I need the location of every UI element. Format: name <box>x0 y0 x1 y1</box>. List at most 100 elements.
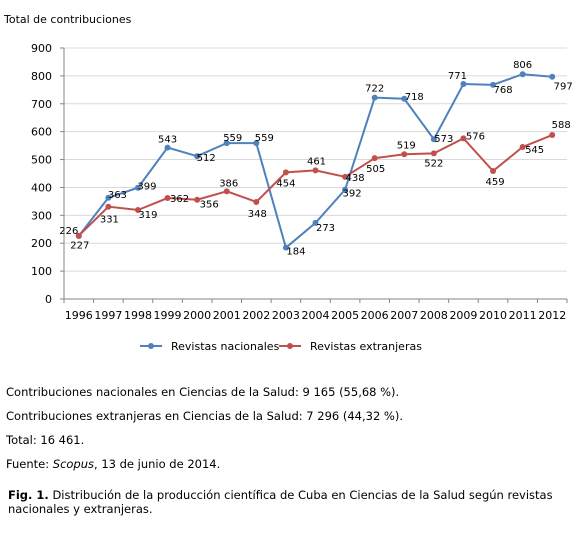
data-label: 522 <box>424 158 443 169</box>
note-source: Fuente: Scopus, 13 de junio de 2014. <box>6 452 403 476</box>
x-tick-label: 2009 <box>449 309 477 322</box>
y-axis-ticks: 0 100 200 300 400 500 600 700 800 900 <box>31 42 65 306</box>
x-tick-label: 2005 <box>331 309 359 322</box>
x-tick-label: 2000 <box>183 309 211 322</box>
data-point <box>342 186 349 193</box>
data-point <box>134 207 141 214</box>
data-label: 722 <box>365 84 384 95</box>
x-tick-label: 2012 <box>538 309 566 322</box>
data-point <box>223 140 230 147</box>
y-tick-label: 800 <box>31 70 52 83</box>
y-tick-label: 400 <box>31 181 52 194</box>
data-point <box>549 73 556 80</box>
data-label: 576 <box>466 131 485 142</box>
figure-caption-text: Distribución de la producción científica… <box>8 488 553 516</box>
y-tick-label: 300 <box>31 209 52 222</box>
data-point <box>312 219 319 226</box>
x-tick-label: 1996 <box>65 309 93 322</box>
data-point <box>460 80 467 87</box>
line-chart: Total de contribuciones 0 100 200 300 400 500… <box>3 13 573 353</box>
y-tick-label: 500 <box>31 154 52 167</box>
data-label: 768 <box>493 85 512 96</box>
x-tick-label: 2004 <box>302 309 330 322</box>
data-label: 543 <box>158 135 177 146</box>
data-label: 806 <box>513 60 532 71</box>
data-point <box>371 94 378 101</box>
data-label: 545 <box>525 145 544 156</box>
data-label: 454 <box>276 178 295 189</box>
data-label: 226 <box>59 226 78 237</box>
data-point <box>549 132 556 139</box>
data-label: 459 <box>485 177 504 188</box>
data-point <box>164 195 171 202</box>
data-point <box>401 151 408 158</box>
data-point <box>401 95 408 102</box>
y-tick-label: 700 <box>31 98 52 111</box>
data-label: 386 <box>219 178 238 189</box>
data-label: 356 <box>200 200 219 211</box>
data-point <box>253 140 260 147</box>
data-point <box>371 155 378 162</box>
legend-label: Revistas extranjeras <box>310 340 422 353</box>
data-point <box>282 169 289 176</box>
y-tick-label: 0 <box>45 293 52 306</box>
data-label: 438 <box>346 173 365 184</box>
data-point <box>223 188 230 195</box>
data-point <box>134 184 141 191</box>
data-point <box>253 198 260 205</box>
data-point <box>75 232 82 239</box>
data-label: 363 <box>108 190 127 201</box>
legend: Revistas nacionales Revistas extranjeras <box>140 340 422 353</box>
data-series: 226 363 399 543 512 559 559 184 273 392 722 718 573 7… <box>59 60 573 257</box>
x-tick-label: 1998 <box>124 309 152 322</box>
y-tick-label: 200 <box>31 237 52 250</box>
legend-swatch-marker <box>148 343 154 349</box>
data-label: 588 <box>552 120 571 131</box>
data-label: 797 <box>554 82 573 93</box>
data-label: 362 <box>170 194 189 205</box>
data-point <box>105 203 112 210</box>
x-tick-label: 2008 <box>420 309 448 322</box>
x-axis-ticks: 1996 1997 1998 1999 2000 2001 2002 2003 2004 2005… <box>63 299 568 322</box>
data-point <box>312 167 319 174</box>
data-label: 227 <box>70 241 89 252</box>
data-label: 184 <box>286 247 305 258</box>
data-label: 319 <box>138 210 157 221</box>
legend-label: Revistas nacionales <box>171 340 280 353</box>
data-point <box>430 136 437 143</box>
figure-label: Fig. 1. <box>8 488 49 502</box>
data-label: 512 <box>197 153 216 164</box>
data-point <box>282 244 289 251</box>
x-tick-label: 2010 <box>479 309 507 322</box>
x-tick-label: 2001 <box>213 309 241 322</box>
data-point <box>430 150 437 157</box>
data-label: 559 <box>223 133 242 144</box>
data-label: 519 <box>397 140 416 151</box>
data-label: 573 <box>434 134 453 145</box>
y-axis-title: Total de contribuciones <box>3 13 132 26</box>
data-point <box>519 144 526 151</box>
data-label: 718 <box>405 92 424 103</box>
data-point <box>194 196 201 203</box>
source-suffix: , 13 de junio de 2014. <box>94 457 221 471</box>
source-prefix: Fuente: <box>6 457 53 471</box>
x-tick-label: 1999 <box>154 309 182 322</box>
note-national: Contribuciones nacionales en Ciencias de… <box>6 385 400 399</box>
y-tick-label: 900 <box>31 42 52 55</box>
x-tick-label: 2006 <box>361 309 389 322</box>
note-total: Total: 16 461. <box>6 433 85 447</box>
x-tick-label: 2003 <box>272 309 300 322</box>
x-tick-label: 2002 <box>242 309 270 322</box>
data-label: 331 <box>100 215 119 226</box>
data-point <box>194 153 201 160</box>
y-tick-label: 100 <box>31 265 52 278</box>
figure-caption: Fig. 1. Distribución de la producción ci… <box>8 488 563 516</box>
x-tick-label: 2011 <box>509 309 537 322</box>
data-point <box>519 71 526 78</box>
legend-swatch-marker <box>287 343 293 349</box>
data-point <box>490 167 497 174</box>
data-label: 392 <box>343 189 362 200</box>
data-point <box>342 173 349 180</box>
data-point <box>105 194 112 201</box>
data-point <box>460 135 467 142</box>
